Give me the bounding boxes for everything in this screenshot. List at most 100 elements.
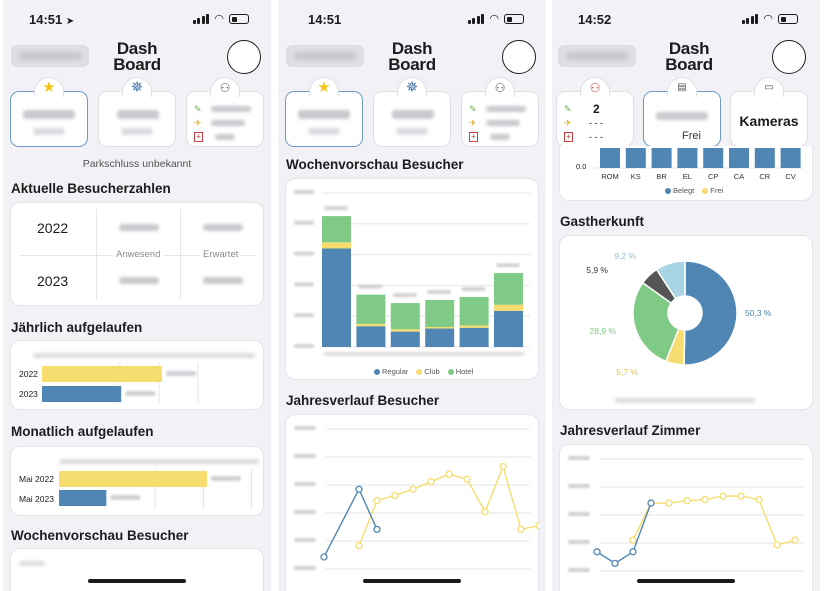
x-label-BR: BR (656, 172, 667, 181)
tile-cameras[interactable]: ▭ Kameras (730, 77, 808, 147)
cell-signal-icon (467, 14, 485, 24)
section-title-monthly: Monatlich aufgelaufen (11, 424, 154, 439)
bar-hotel-6 (494, 273, 523, 305)
status-bar: 14:52 ◠ (552, 11, 820, 29)
tile-compass[interactable]: ✵ (373, 77, 451, 147)
line-point (629, 548, 637, 556)
bar-EL (677, 148, 698, 168)
y-tick-blurred (294, 313, 314, 318)
section-title-yearly: Jährlich aufgelaufen (11, 320, 143, 335)
bar-regular-3 (390, 331, 420, 347)
bar-value-blurred (211, 476, 241, 481)
tile-guests[interactable]: ⚇ ✎ ✈ + (186, 77, 264, 147)
x-labels-blurred (324, 352, 524, 356)
tile-compass[interactable]: ✵ (98, 77, 176, 147)
tile-favorites[interactable]: ★ (10, 77, 88, 147)
cameras-label: Kameras (739, 113, 799, 129)
app-logo: Dash Board (388, 39, 436, 74)
line-point (355, 485, 363, 493)
y-tick-blurred (568, 456, 590, 460)
bar-Mai 2022 (59, 471, 207, 487)
bar-Mai 2023 (59, 490, 107, 506)
section-title-rooms-course: Jahresverlauf Zimmer (560, 423, 701, 438)
yearly-course-card (285, 414, 540, 591)
year-label-2023: 2023 (37, 273, 69, 289)
yearly-rooms-line-chart (568, 456, 804, 572)
monthly-chart-card: Mai 2022 Mai 2023 (10, 446, 264, 516)
status-bar: 14:51 ➤ ◠ (3, 11, 271, 29)
bar-total-blurred (358, 284, 383, 289)
line-point (320, 553, 328, 561)
bar-regular-4 (425, 328, 455, 347)
yearly-visitors-line-chart (294, 426, 540, 570)
slice-lightblue (655, 260, 686, 300)
line-point (701, 495, 709, 504)
battery-icon (229, 14, 249, 24)
facility-selector[interactable] (286, 45, 364, 67)
weekly-stacked-bar-chart (294, 190, 530, 356)
y-tick-blurred (294, 482, 316, 486)
avatar[interactable] (772, 40, 806, 74)
leaf-icon: ✎ (564, 104, 572, 114)
facility-selector[interactable] (11, 45, 89, 67)
weekly-card-partial (10, 548, 264, 591)
y-tick-blurred (568, 484, 590, 488)
bar-total-blurred (427, 290, 452, 295)
line-point (391, 491, 399, 500)
tile-favorites[interactable]: ★ (285, 77, 363, 147)
legend-occupied: Belegt (665, 186, 694, 195)
x-label-CA: CA (734, 172, 744, 181)
weekly-legend: Regular Club Hotel (374, 367, 473, 376)
cell-signal-icon (741, 14, 759, 24)
line-point (355, 542, 363, 550)
facility-selector[interactable] (558, 45, 636, 67)
yearly-chart-card: 2022 2023 (10, 340, 264, 410)
bar-regular-5 (459, 327, 489, 347)
y-tick-blurred (294, 251, 314, 256)
line-point (445, 470, 453, 478)
label-present: Anwesend (113, 249, 164, 260)
x-label-KS: KS (631, 172, 641, 181)
legend-regular: Regular (374, 367, 408, 376)
yearly-category-2022: 2022 (19, 369, 38, 379)
y-tick-blurred (294, 454, 316, 458)
avatar[interactable] (502, 40, 536, 74)
tile-guests[interactable]: ⚇ ✎ 2 ✈ - - - + - - - (556, 77, 634, 147)
wifi-icon: ◠ (214, 13, 224, 25)
bar-2022 (42, 366, 162, 382)
line-point (593, 548, 601, 556)
slice-blue (683, 260, 738, 366)
tile-guests[interactable]: ⚇ ✎ ✈ + (461, 77, 539, 147)
arrivals-value: - - - (589, 118, 603, 128)
star-icon: ★ (34, 77, 64, 97)
tile-rooms[interactable]: ▤ Frei (643, 77, 721, 147)
bar-2023 (42, 386, 122, 402)
status-time: 14:52 (578, 12, 612, 27)
status-time: 14:51 (308, 12, 342, 27)
bar-hotel-2 (356, 294, 386, 324)
bar-total-blurred (324, 206, 348, 211)
home-indicator[interactable] (637, 579, 735, 583)
line-point (409, 485, 417, 493)
current-visitors-card: 2022 2023 Anwesend Erwartet (10, 202, 264, 306)
line-point (373, 496, 381, 505)
home-indicator[interactable] (363, 579, 461, 583)
x-label-EL: EL (683, 172, 692, 181)
bar-KS (625, 148, 646, 168)
line-point (481, 508, 489, 516)
rooms-axis-zero: 0.0 (576, 162, 587, 171)
bar-total-blurred (392, 293, 417, 298)
star-icon: ★ (309, 77, 339, 97)
compass-icon: ✵ (122, 77, 152, 97)
bar-hotel-5 (459, 296, 489, 326)
leaf-icon: ✎ (469, 104, 477, 114)
bar-total-blurred (496, 263, 520, 268)
slice-label-blue: 50,3 % (745, 308, 772, 318)
avatar[interactable] (227, 40, 261, 74)
bar-club-5 (459, 325, 489, 328)
screen-dashboard-overview: 14:51 ➤ ◠ Dash Board ★ ✵ ⚇ ✎ ✈ + Pa (3, 0, 271, 591)
bar-regular-1 (322, 248, 351, 347)
bar-hotel-1 (322, 216, 351, 243)
legend-hotel: Hotel (447, 367, 473, 376)
home-indicator[interactable] (88, 579, 186, 583)
